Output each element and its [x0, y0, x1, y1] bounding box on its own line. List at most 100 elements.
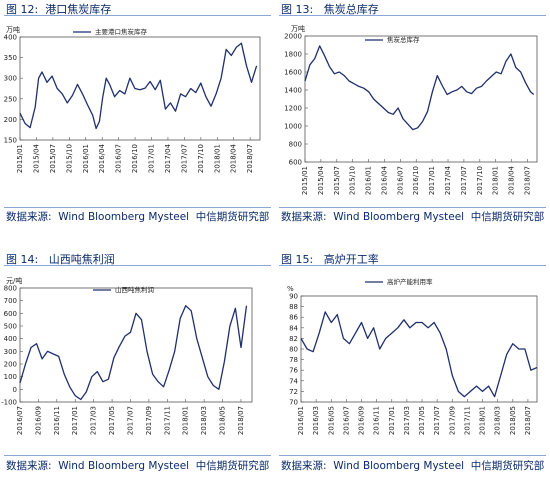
x-tick-label: 2017/01 [148, 144, 156, 173]
plot-frame [300, 295, 538, 403]
title-divider [279, 265, 546, 266]
x-tick-label: 2018/05 [509, 406, 517, 435]
x-tick-label: 2017/09 [448, 406, 456, 435]
x-tick-label: 2016/07 [342, 406, 350, 435]
chart-panel-blast-furnace-rate: 图 15: 高炉开工率 % 70 72 74 76 78 80 82 84 86 88 90 2016/… [275, 250, 550, 487]
x-tick-label: 2015/07 [49, 144, 57, 173]
y-tick-label: 700 [4, 297, 17, 305]
x-tick-label: 2017/07 [126, 406, 134, 435]
x-tick-label: 2016/11 [373, 406, 381, 435]
x-tick-label: 2018/03 [494, 406, 502, 435]
y-tick-label: 100 [4, 373, 17, 381]
x-tick-label: 2016/10 [412, 166, 420, 195]
y-tick-label: 90 [289, 293, 298, 301]
x-tick-label: 2016/01 [365, 166, 373, 195]
source-divider [4, 455, 271, 456]
x-tick-label: 2018/01 [213, 144, 221, 173]
y-tick-label: 400 [4, 335, 17, 343]
data-source-note: 数据来源: Wind Bloomberg Mysteel 中信期货研究部 [281, 211, 545, 223]
plot-frame [19, 287, 253, 403]
plot-frame [304, 35, 538, 163]
y-tick-label: -100 [1, 399, 17, 407]
figure-title: 图 15: 高炉开工率 [281, 253, 379, 266]
y-tick-label: 150 [4, 137, 17, 145]
x-tick-label: 2018/01 [479, 406, 487, 435]
y-tick-label: 200 [4, 116, 17, 124]
y-tick-label: 250 [4, 95, 17, 103]
x-tick-label: 2015/01 [301, 166, 309, 195]
y-tick-label: 1800 [284, 51, 302, 59]
x-tick-label: 2018/01 [492, 166, 500, 195]
x-tick-label: 2016/07 [396, 166, 404, 195]
chart-panel-port-coke-inventory: 图 12: 港口焦炭库存 万吨 150 200 250 300 350 400 2015/01… [0, 0, 275, 237]
figure-title: 图 13: 焦炭总库存 [281, 3, 379, 16]
x-tick-label: 2017/01 [71, 406, 79, 435]
x-tick-label: 2015/10 [349, 166, 357, 195]
legend-label: 山西吨焦利润 [115, 285, 154, 294]
y-tick-label: 0 [13, 386, 17, 394]
y-tick-label: 72 [289, 388, 298, 396]
y-tick-label: 200 [4, 361, 17, 369]
x-tick-label: 2016/04 [380, 165, 388, 195]
x-tick-label: 2016/04 [98, 143, 106, 173]
x-tick-label: 2018/07 [237, 406, 245, 435]
y-tick-label: 88 [289, 303, 298, 311]
x-tick-label: 2015/07 [333, 166, 341, 195]
y-tick-label: 300 [4, 348, 17, 356]
x-tick-label: 2016/03 [312, 406, 320, 435]
y-tick-label: 82 [289, 335, 298, 343]
source-divider [4, 207, 271, 208]
figure-title: 图 14: 山西吨焦利润 [6, 253, 115, 266]
unit-label: 万吨 [6, 25, 20, 34]
y-tick-label: 1200 [284, 105, 302, 113]
y-tick-label: 350 [4, 54, 17, 62]
x-tick-label: 2016/07 [115, 144, 123, 173]
x-tick-label: 2018/07 [246, 144, 254, 173]
y-tick-label: 74 [289, 377, 298, 385]
y-tick-label: 84 [289, 324, 298, 332]
unit-label: 万吨 [291, 24, 305, 33]
y-tick-label: 1000 [284, 123, 302, 131]
x-tick-label: 2018/04 [508, 165, 516, 195]
series-line [300, 311, 538, 398]
y-tick-label: 86 [289, 314, 298, 322]
plot-frame [19, 36, 261, 141]
figure-title: 图 12: 港口焦炭库存 [6, 3, 112, 16]
y-tick-label: 800 [4, 285, 17, 293]
y-tick-label: 1400 [284, 87, 302, 95]
y-tick-label: 70 [289, 399, 298, 407]
unit-label: 元/吨 [6, 276, 22, 285]
x-tick-label: 2015/10 [65, 144, 73, 173]
x-tick-label: 2018/04 [230, 143, 238, 173]
y-tick-label: 600 [4, 310, 17, 318]
x-tick-label: 2016/09 [34, 406, 42, 435]
y-tick-label: 300 [4, 75, 17, 83]
chart-panel-total-coke-inventory: 图 13: 焦炭总库存 万吨 600 800 1000 1200 1400 1600 1800… [275, 0, 550, 237]
series-line [304, 45, 535, 131]
series-line [19, 42, 258, 130]
x-tick-label: 2017/04 [164, 143, 172, 173]
y-tick-label: 400 [4, 34, 17, 42]
x-tick-label: 2017/05 [418, 406, 426, 435]
line-chart: % 70 72 74 76 78 80 82 84 86 88 90 2016/01 2016/03 201… [287, 277, 538, 435]
data-source-note: 数据来源: Wind Bloomberg Mysteel 中信期货研究部 [6, 460, 270, 472]
x-tick-label: 2017/11 [163, 406, 171, 435]
x-tick-label: 2017/04 [444, 165, 452, 195]
data-source-note: 数据来源: Wind Bloomberg Mysteel 中信期货研究部 [6, 211, 270, 223]
x-tick-label: 2017/11 [463, 406, 471, 435]
unit-label: % [287, 285, 294, 293]
y-tick-label: 2000 [284, 33, 302, 41]
chart-panel-shanxi-coke-profit: 图 14: 山西吨焦利润 元/吨 -100 0 100 200 300 400 500 600 7… [0, 250, 275, 487]
legend-label: 焦炭总库存 [387, 35, 420, 44]
y-tick-label: 76 [289, 367, 298, 375]
x-tick-label: 2018/07 [524, 406, 532, 435]
x-tick-label: 2016/11 [53, 406, 61, 435]
x-tick-label: 2016/09 [358, 406, 366, 435]
x-tick-label: 2017/03 [90, 406, 98, 435]
data-source-note: 数据来源: Wind Bloomberg Mysteel 中信期货研究部 [281, 460, 545, 472]
x-tick-label: 2016/05 [327, 406, 335, 435]
x-tick-label: 2016/01 [82, 144, 90, 173]
x-tick-label: 2018/01 [182, 406, 190, 435]
x-tick-label: 2017/07 [433, 406, 441, 435]
series-line [19, 305, 248, 401]
